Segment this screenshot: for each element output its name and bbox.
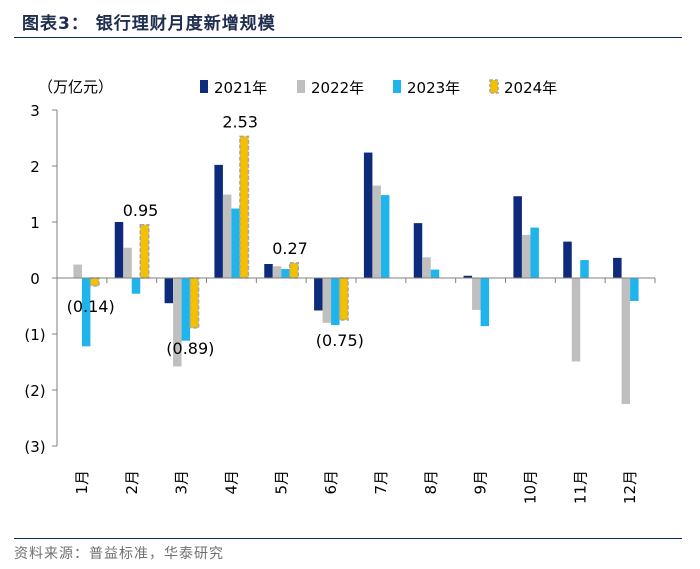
- y-tick-label: (2): [24, 382, 45, 400]
- data-label: (0.89): [166, 339, 214, 358]
- legend-swatch-2024: [489, 79, 499, 94]
- bar-2022-5: [272, 266, 282, 278]
- bar-2023-7: [380, 195, 390, 278]
- data-label: 0.95: [123, 201, 159, 220]
- legend: 2021年 2022年 2023年 2024年: [200, 79, 557, 97]
- bar-2022-7: [372, 185, 381, 278]
- x-tick-label: 11月: [571, 470, 589, 504]
- x-tick-label: 2月: [123, 470, 141, 495]
- y-axis: 3 2 1 0 (1) (2) (3): [24, 102, 58, 456]
- x-tick-label: 9月: [472, 470, 490, 495]
- data-label: (0.14): [67, 297, 115, 316]
- bar-2021-3: [164, 278, 174, 304]
- x-tick-label: 3月: [173, 470, 191, 495]
- x-tick-label: 1月: [73, 470, 91, 495]
- y-tick-label: (3): [24, 438, 45, 456]
- bar-2023-9: [480, 278, 490, 327]
- bar-2021-11: [563, 241, 572, 278]
- bar-2024-4: [239, 135, 250, 279]
- y-tick-label: 3: [30, 102, 40, 120]
- annotations: (0.14) 0.95 (0.89) 2.53 0.27 (0.75): [67, 112, 364, 358]
- y-tick-label: (1): [24, 326, 45, 344]
- bar-2022-4: [222, 194, 232, 278]
- x-tick-label: 12月: [621, 470, 639, 504]
- y-tick-label: 2: [30, 158, 40, 176]
- bar-2022-9: [472, 278, 481, 310]
- bar-2021-6: [314, 278, 323, 311]
- data-label: 2.53: [222, 112, 258, 131]
- bar-2023-2: [131, 278, 141, 294]
- bar-2023-8: [430, 269, 440, 278]
- data-label: 0.27: [272, 239, 308, 258]
- bar-2021-5: [264, 264, 273, 278]
- source-note: 资料来源：普益标准，华泰研究: [14, 546, 224, 562]
- bar-2023-3: [181, 278, 191, 341]
- bar-2023-4: [231, 208, 240, 278]
- bar-2021-2: [114, 222, 124, 278]
- bar-2023-6: [331, 278, 340, 326]
- legend-swatch-2023: [393, 80, 401, 93]
- data-label: (0.75): [316, 331, 364, 350]
- bar-2022-11: [571, 278, 581, 362]
- bar-2022-6: [322, 278, 332, 323]
- bar-2021-10: [513, 196, 522, 278]
- bar-2024-3: [189, 277, 200, 329]
- bars: [73, 135, 639, 404]
- top-divider: [14, 37, 682, 38]
- bar-2024-6: [338, 277, 349, 321]
- y-tick-label: 0: [30, 270, 40, 288]
- x-tick-label: 4月: [222, 470, 240, 495]
- bar-2022-12: [621, 278, 631, 404]
- legend-swatch-2021: [200, 80, 208, 93]
- legend-label: 2022年: [311, 79, 364, 97]
- x-tick-label: 10月: [521, 470, 539, 504]
- legend-swatch-2022: [297, 80, 305, 93]
- bar-2023-12: [630, 278, 639, 301]
- bar-2022-3: [173, 278, 182, 367]
- bar-2021-9: [463, 275, 473, 278]
- bar-2024-2: [139, 224, 150, 279]
- x-tick-label: 8月: [422, 470, 440, 495]
- bar-2021-7: [363, 152, 373, 278]
- bar-2021-4: [214, 164, 223, 278]
- x-tick-label: 5月: [272, 470, 290, 495]
- bar-2022-1: [73, 264, 82, 278]
- bottom-divider: [14, 538, 682, 539]
- bar-2022-8: [422, 257, 431, 278]
- bar-2021-12: [613, 257, 622, 278]
- bar-2022-2: [123, 247, 132, 278]
- bar-2023-11: [580, 260, 589, 278]
- unit-label: （万亿元）: [38, 78, 113, 96]
- bar-2024-5: [289, 262, 299, 279]
- bar-2024-1: [89, 277, 100, 287]
- bar-2021-8: [413, 223, 423, 278]
- x-tick-label: 6月: [322, 470, 340, 495]
- legend-label: 2023年: [407, 79, 460, 97]
- legend-label: 2021年: [214, 79, 267, 97]
- x-axis: 1月 2月 3月 4月 5月 6月 7月 8月 9月 10月 11月 12月: [56, 277, 656, 504]
- figure-title: 图表3： 银行理财月度新增规模: [22, 14, 276, 34]
- y-tick-label: 1: [30, 214, 40, 232]
- x-tick-label: 7月: [372, 470, 390, 495]
- legend-label: 2024年: [504, 79, 557, 97]
- bar-2022-10: [521, 234, 531, 278]
- bar-2023-1: [81, 278, 91, 347]
- bar-2023-5: [281, 269, 290, 278]
- bar-2023-10: [530, 227, 539, 278]
